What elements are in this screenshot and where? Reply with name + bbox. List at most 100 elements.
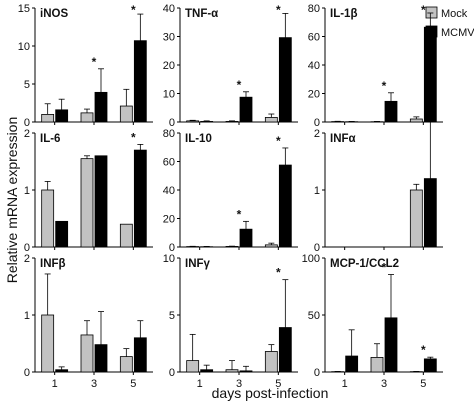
bar-mcmv: [384, 317, 398, 373]
y-tick-label: 20: [163, 60, 175, 72]
bar-mcmv: [239, 370, 253, 373]
y-tick-label: 2: [314, 128, 320, 140]
bar-mock: [41, 189, 55, 248]
y-tick-label: 0: [169, 117, 175, 129]
bar-mock: [119, 356, 133, 373]
panel-8: 0 50 100 MCP-1/CCL2 1 3 * 5 *: [302, 253, 443, 390]
panel-2: 0 20 40 60 80 IL-1β * *: [308, 3, 443, 129]
bar-mock: [225, 121, 239, 123]
y-tick-label: 60: [163, 157, 175, 169]
bar-mock: [80, 158, 94, 248]
bar-mcmv: [345, 355, 359, 373]
bar-mcmv: [133, 149, 147, 248]
bar-mcmv: [133, 337, 147, 373]
panel-title: MCP-1/CCL2: [330, 258, 399, 270]
bar-mock: [186, 360, 200, 373]
bar-mcmv: [423, 178, 437, 248]
y-tick-label: 20: [163, 214, 175, 226]
y-tick-label: 2: [24, 253, 30, 265]
bar-mock: [370, 357, 384, 373]
x-tick-label: 5: [130, 378, 136, 390]
panel-title: INFβ: [40, 258, 66, 270]
bar-mcmv: [55, 109, 69, 123]
significance-star: *: [382, 79, 387, 93]
panel-title: IL-1β: [330, 8, 357, 20]
panel-title: INFγ: [185, 258, 211, 270]
y-tick-label: 1: [24, 310, 30, 322]
significance-star: *: [131, 3, 136, 17]
bar-mcmv: [200, 369, 214, 373]
bar-mcmv: [278, 37, 292, 123]
significance-star: *: [421, 3, 426, 17]
y-tick-label: 0: [169, 367, 175, 379]
bar-mock: [264, 117, 278, 123]
legend-label-mcmv: MCMV: [441, 27, 474, 39]
y-tick-label: 10: [163, 89, 175, 101]
significance-star: *: [421, 343, 426, 357]
panel-title: INFα: [330, 133, 356, 145]
bar-mcmv: [94, 344, 108, 373]
y-tick-label: 0: [314, 242, 320, 254]
x-tick-label: 1: [197, 378, 203, 390]
panel-5: 0 1 2 INFα: [314, 104, 443, 254]
x-tick-label: 5: [420, 378, 426, 390]
y-tick-label: 50: [308, 310, 320, 322]
y-tick-label: 0: [24, 117, 30, 129]
y-tick-label: 100: [302, 253, 320, 265]
bar-mcmv: [239, 96, 253, 123]
significance-star: *: [276, 3, 281, 17]
y-tick-label: 0: [24, 242, 30, 254]
significance-star: *: [276, 134, 281, 148]
legend-label-mock: Mock: [441, 8, 468, 20]
panel-1: 0 10 20 30 40 TNF-α * *: [163, 3, 298, 129]
y-tick-label: 10: [18, 41, 30, 53]
x-tick-label: 5: [275, 378, 281, 390]
panel-title: IL-6: [40, 133, 60, 145]
significance-star: *: [382, 261, 387, 275]
bar-mcmv: [384, 100, 398, 123]
y-tick-label: 1: [24, 185, 30, 197]
y-tick-label: 30: [163, 32, 175, 44]
y-tick-label: 0: [24, 367, 30, 379]
y-tick-label: 5: [169, 310, 175, 322]
bar-mcmv: [423, 358, 437, 373]
bar-mcmv: [133, 40, 147, 123]
y-tick-label: 80: [163, 128, 175, 140]
y-tick-label: 0: [169, 242, 175, 254]
y-tick-label: 15: [18, 3, 30, 15]
y-tick-label: 10: [163, 253, 175, 265]
bar-mock: [264, 244, 278, 248]
x-axis-label: days post-infection: [212, 385, 329, 401]
y-tick-label: 1: [314, 185, 320, 197]
bar-mock: [41, 114, 55, 123]
bar-mock: [119, 223, 133, 248]
y-tick-label: 40: [163, 3, 175, 15]
y-tick-label: 2: [24, 128, 30, 140]
bar-mcmv: [55, 369, 69, 373]
legend-swatch-mock: [425, 6, 438, 19]
x-tick-label: 3: [236, 378, 242, 390]
panel-title: IL-10: [185, 133, 212, 145]
bar-mock: [186, 120, 200, 123]
x-tick-label: 3: [381, 378, 387, 390]
bar-mcmv: [239, 228, 253, 248]
y-tick-label: 40: [308, 60, 320, 72]
significance-star: *: [131, 130, 136, 144]
x-tick-label: 3: [91, 378, 97, 390]
bar-mcmv: [94, 91, 108, 123]
panel-3: 0 1 2 IL-6 *: [24, 128, 153, 254]
bar-mock: [409, 189, 423, 248]
y-tick-label: 60: [308, 32, 320, 44]
panel-4: 0 20 40 60 80 IL-10 * *: [163, 128, 298, 254]
panel-title: iNOS: [40, 8, 68, 20]
y-tick-label: 0: [314, 117, 320, 129]
bar-mcmv: [55, 220, 69, 248]
x-tick-label: 1: [342, 378, 348, 390]
bar-mcmv: [278, 327, 292, 373]
bar-mock: [264, 351, 278, 373]
y-tick-label: 5: [24, 79, 30, 91]
significance-star: *: [92, 55, 97, 69]
panel-6: 0 1 2 INFβ 1 3 5: [24, 253, 153, 390]
